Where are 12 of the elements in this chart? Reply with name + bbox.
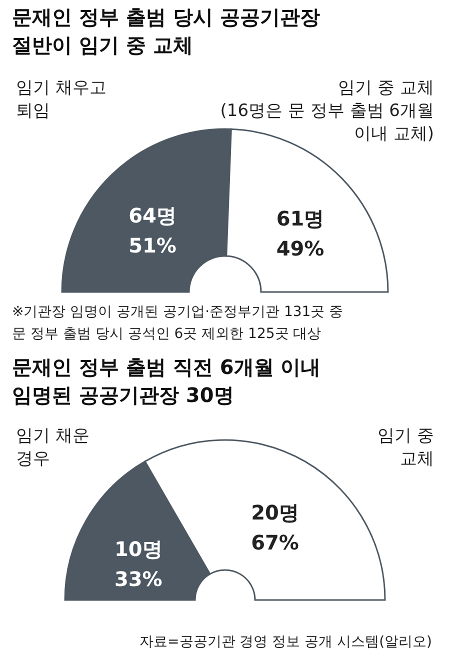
chart-title: 문재인 정부 출범 직전 6개월 이내 임명된 공공기관장 30명 xyxy=(12,355,321,407)
data-label: 61명 49% xyxy=(276,206,324,261)
data-label: 64명 51% xyxy=(128,204,176,258)
slice-label: 임기 채우고 퇴임 xyxy=(16,78,106,121)
text: ※기관장 임명이 공개된 공기업·준정부기관 131곳 중 문 정부 출범 당시 공석인 6곳 제외한 125곳 대상 xyxy=(12,304,344,342)
text: 자료=공공기관 경영 정보 공개 시스템(알리오) xyxy=(140,634,432,650)
data-label: 10명 33% xyxy=(114,537,162,591)
chart-title: 문재인 정부 출범 당시 공공기관장 절반이 임기 중 교체 xyxy=(12,5,320,57)
slice-label: 임기 중 교체 (16명은 문 정부 출범 6개월 이내 교체) xyxy=(220,78,434,144)
slice-label: 임기 중 교체 xyxy=(378,426,434,469)
slice-label: 임기 채운 경우 xyxy=(16,426,90,469)
data-label: 20명 67% xyxy=(251,500,299,554)
